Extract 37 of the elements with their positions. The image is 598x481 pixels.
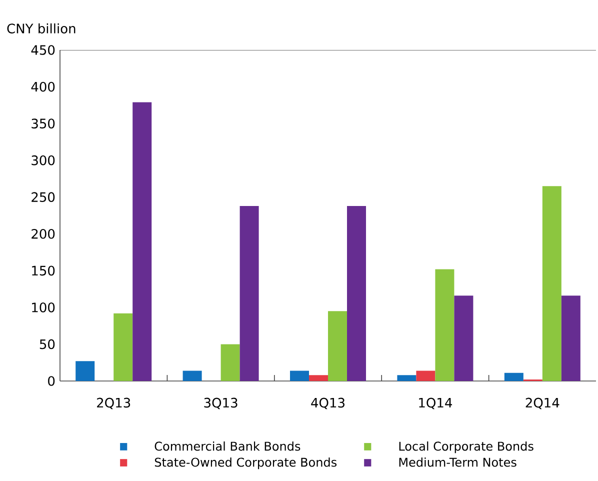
bar <box>220 344 240 381</box>
y-tick-label: 450 <box>31 45 55 55</box>
bar <box>435 269 454 381</box>
bar <box>561 296 580 381</box>
y-axis-title: CNY billion <box>7 23 76 34</box>
x-tick-label: 4Q13 <box>311 398 344 410</box>
bar <box>454 296 474 381</box>
bar <box>132 102 152 381</box>
y-tick-label: 250 <box>32 192 55 202</box>
bar <box>290 370 310 381</box>
x-tick-label: 3Q13 <box>204 398 238 410</box>
y-tick-label: 0 <box>48 376 55 386</box>
y-tick-label: 400 <box>31 82 55 92</box>
bar <box>114 313 133 381</box>
bar <box>347 206 366 381</box>
y-tick-label: 300 <box>32 155 55 166</box>
bar <box>182 370 202 381</box>
bar <box>309 375 328 381</box>
y-tick-label: 50 <box>40 339 55 350</box>
y-tick-label: 100 <box>32 302 55 312</box>
bar <box>504 372 524 381</box>
legend-label: State-Owned Corporate Bonds <box>154 458 337 470</box>
y-tick-label: 350 <box>32 118 55 128</box>
legend-label: Medium-Term Notes <box>399 458 516 467</box>
bar <box>240 206 259 381</box>
bar <box>328 311 348 381</box>
y-tick-label: 200 <box>32 228 55 239</box>
bar <box>76 361 95 381</box>
x-tick-label: 2Q14 <box>526 398 560 410</box>
legend-label: Local Corporate Bonds <box>399 441 534 454</box>
x-tick-label: 1Q14 <box>419 398 452 410</box>
bar <box>397 375 416 381</box>
y-tick-label: 150 <box>32 266 55 276</box>
bar <box>416 370 436 381</box>
x-tick-label: 2Q13 <box>97 398 130 410</box>
legend-label: Commercial Bank Bonds <box>154 441 300 451</box>
bar <box>542 186 562 381</box>
